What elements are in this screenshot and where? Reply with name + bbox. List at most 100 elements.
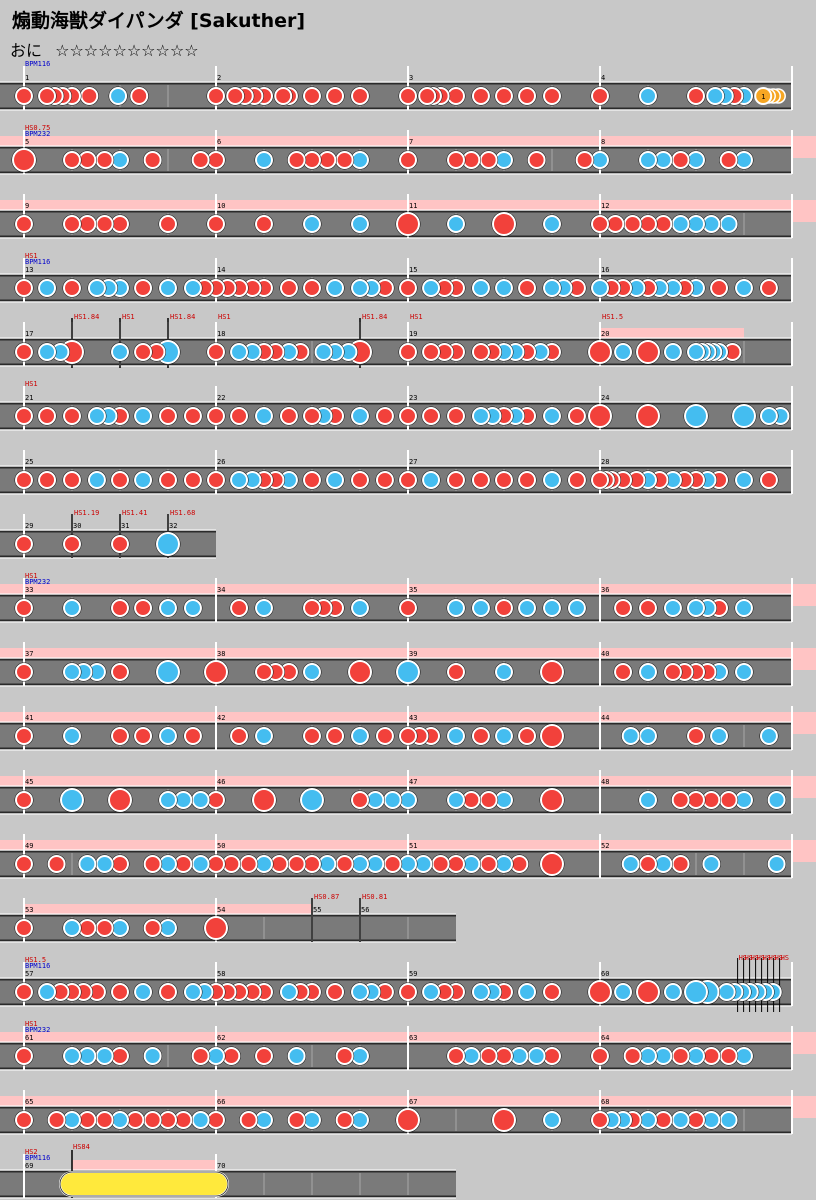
measure-number: 58 xyxy=(217,970,225,978)
song-title: 煽動海獣ダイパンダ [Sakuther] xyxy=(12,10,306,32)
don-note xyxy=(134,279,153,297)
ka-note xyxy=(351,407,369,425)
don-note xyxy=(335,1047,354,1065)
big-don-note xyxy=(492,212,516,236)
don-note xyxy=(111,215,129,233)
don-note xyxy=(63,535,81,553)
balloon-count: 1 xyxy=(761,93,765,101)
ka-note xyxy=(663,983,682,1001)
don-note xyxy=(111,663,129,681)
measure-number: 6 xyxy=(217,138,221,146)
ka-note xyxy=(639,151,657,169)
don-note xyxy=(351,87,369,105)
lane-shadow xyxy=(0,939,456,941)
don-note xyxy=(159,407,177,425)
measure-number: 34 xyxy=(217,586,225,594)
don-note xyxy=(15,87,33,105)
ka-note xyxy=(706,87,725,105)
measure-number: 19 xyxy=(409,330,417,338)
ka-note xyxy=(351,599,369,617)
don-note xyxy=(518,471,537,489)
big-don-note xyxy=(588,980,612,1004)
don-note xyxy=(326,983,345,1001)
lane-shadow xyxy=(0,339,792,341)
measure-number: 30 xyxy=(73,522,81,530)
ka-note xyxy=(63,727,81,745)
ka-note xyxy=(134,983,153,1001)
lane-shadow xyxy=(0,875,792,877)
don-note xyxy=(303,471,321,489)
measure-number: 56 xyxy=(361,906,369,914)
don-note xyxy=(495,471,513,489)
ka-note xyxy=(159,791,177,809)
hs-event: HS1.5 xyxy=(602,313,623,321)
hs-event: HS84 xyxy=(73,1143,90,1151)
ka-note xyxy=(38,343,57,361)
ka-note xyxy=(495,855,513,873)
measure-number: 59 xyxy=(409,970,417,978)
ka-note xyxy=(543,599,561,617)
big-don-note xyxy=(492,1108,516,1132)
measure-number: 32 xyxy=(169,522,177,530)
don-note xyxy=(15,727,33,745)
don-note xyxy=(351,471,369,489)
don-note xyxy=(567,407,586,425)
lane-shadow xyxy=(0,235,792,237)
measure-number: 21 xyxy=(25,394,33,402)
ka-note xyxy=(687,343,705,361)
ka-note xyxy=(351,983,369,1001)
don-note xyxy=(479,151,498,169)
hs-event: HS xyxy=(769,954,777,962)
measure-number: 36 xyxy=(601,586,609,594)
ka-note xyxy=(326,279,345,297)
lane-shadow xyxy=(0,107,792,109)
don-note xyxy=(303,727,321,745)
don-note xyxy=(303,151,321,169)
lane-shadow xyxy=(0,1131,792,1133)
ka-note xyxy=(654,151,673,169)
ka-note xyxy=(87,279,106,297)
ka-note xyxy=(351,1111,369,1129)
measure-number: 47 xyxy=(409,778,417,786)
measure-number: 18 xyxy=(217,330,225,338)
don-note xyxy=(255,215,273,233)
don-note xyxy=(671,151,690,169)
don-note xyxy=(654,1111,673,1129)
ka-note xyxy=(255,1111,273,1129)
measure-number: 23 xyxy=(409,394,417,402)
don-note xyxy=(518,279,537,297)
ka-note xyxy=(687,599,705,617)
ka-note xyxy=(614,343,633,361)
ka-note xyxy=(639,1047,657,1065)
ka-note xyxy=(109,87,128,105)
ka-note xyxy=(414,855,433,873)
ka-note xyxy=(654,1047,673,1065)
bpm-event: BPM232 xyxy=(25,1026,50,1034)
ka-note xyxy=(567,599,586,617)
don-note xyxy=(143,919,162,937)
measure-number: 37 xyxy=(25,650,33,658)
big-don-note xyxy=(588,404,612,428)
don-note xyxy=(279,407,298,425)
don-note xyxy=(702,791,721,809)
don-note xyxy=(303,407,321,425)
don-note xyxy=(207,855,225,873)
big-don-note xyxy=(540,724,564,748)
ka-note xyxy=(255,151,273,169)
ka-note xyxy=(255,855,273,873)
ka-note xyxy=(191,791,210,809)
ka-note xyxy=(495,663,513,681)
don-note xyxy=(399,87,417,105)
don-note xyxy=(143,855,162,873)
measure-number: 70 xyxy=(217,1162,225,1170)
hs-event: HS1 xyxy=(25,572,38,580)
big-don-note xyxy=(540,660,564,684)
don-note xyxy=(495,599,513,617)
bpm-event: BPM116 xyxy=(25,258,50,266)
bpm-event: BPM232 xyxy=(25,578,50,586)
big-ka-note xyxy=(300,788,324,812)
don-note xyxy=(222,855,241,873)
ka-note xyxy=(351,1047,369,1065)
ka-note xyxy=(527,1047,546,1065)
lane-shadow xyxy=(0,979,792,981)
